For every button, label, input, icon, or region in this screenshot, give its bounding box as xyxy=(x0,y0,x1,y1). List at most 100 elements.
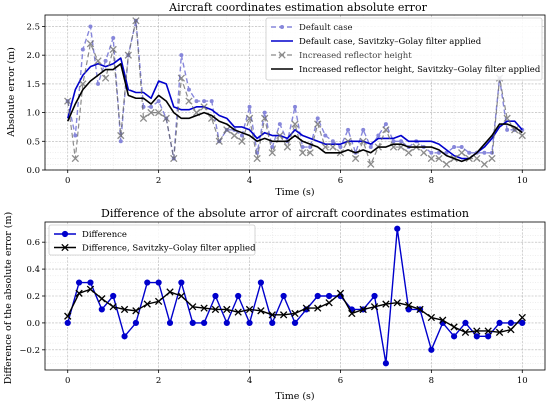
data-point xyxy=(132,17,140,25)
data-point xyxy=(370,303,379,311)
data-point xyxy=(314,120,322,128)
data-point xyxy=(383,122,388,127)
data-point xyxy=(427,313,436,322)
data-point xyxy=(459,145,464,150)
legend-label: Increased reflector height, Savitzky–Gol… xyxy=(299,65,541,75)
data-point xyxy=(261,114,269,122)
data-point xyxy=(209,99,214,104)
y-tick-label: 1.5 xyxy=(26,80,40,90)
data-point xyxy=(200,319,208,327)
y-tick-label: 0.0 xyxy=(26,319,40,329)
x-tick-label: 6 xyxy=(338,376,343,386)
data-point xyxy=(473,154,481,163)
legend-box xyxy=(265,17,543,81)
legend-item: Difference xyxy=(54,230,127,240)
data-point xyxy=(200,103,208,111)
data-point xyxy=(98,306,105,313)
data-point xyxy=(473,327,481,335)
data-point xyxy=(452,145,457,150)
data-point xyxy=(306,149,314,157)
data-point xyxy=(177,292,186,300)
data-point xyxy=(202,99,207,104)
data-point xyxy=(503,114,511,122)
data-point xyxy=(323,133,328,138)
legend-item: Default case xyxy=(271,23,353,33)
data-point xyxy=(280,292,287,300)
data-point xyxy=(488,154,496,163)
data-point xyxy=(257,307,265,315)
data-point xyxy=(109,303,117,311)
data-point xyxy=(185,97,193,105)
data-point xyxy=(117,131,125,140)
data-point xyxy=(132,307,140,315)
data-point xyxy=(262,110,267,115)
data-point xyxy=(325,299,333,307)
data-point xyxy=(143,300,151,308)
data-point xyxy=(367,160,375,168)
data-point xyxy=(103,58,108,63)
legend-marker xyxy=(278,51,286,59)
legend: Difference Difference, Savitzky–Golay fil… xyxy=(48,224,256,256)
series-1 xyxy=(64,225,526,367)
x-tick-label: 2 xyxy=(156,176,161,186)
series-2 xyxy=(66,57,523,160)
difference-chart: Difference of the absolute arror of airc… xyxy=(3,207,546,402)
data-point xyxy=(283,143,292,151)
data-point xyxy=(439,316,447,324)
data-point xyxy=(132,319,140,327)
data-point xyxy=(154,108,163,117)
legend-item: Increased reflector height xyxy=(271,51,412,61)
data-point xyxy=(507,319,515,327)
data-point xyxy=(298,149,307,157)
data-point xyxy=(154,297,163,306)
data-point xyxy=(86,285,95,293)
legend-item: Difference, Savitzky–Golay filter applie… xyxy=(54,244,256,254)
legend-item: Default case, Savitzky–Golay filter appl… xyxy=(271,37,482,47)
data-point xyxy=(279,311,288,319)
data-point xyxy=(257,279,265,286)
absolute-error-chart: Aircraft coordinates estimation absolute… xyxy=(6,1,546,198)
data-point xyxy=(211,305,220,314)
data-point xyxy=(87,279,94,286)
legend-item: Increased reflector height, Savitzky–Gol… xyxy=(271,65,541,75)
legend-box xyxy=(48,224,256,256)
data-point xyxy=(234,308,242,316)
data-point xyxy=(94,57,102,65)
y-axis-label: Difference of the absolute error (m) xyxy=(3,212,14,384)
data-point xyxy=(391,139,396,144)
y-tick-label: 2.5 xyxy=(26,22,40,32)
x-axis-label: Time (s) xyxy=(275,391,314,402)
data-point xyxy=(442,160,451,168)
data-point xyxy=(321,143,329,151)
legend-label: Increased reflector height xyxy=(299,51,412,61)
y-tick-label: 0.6 xyxy=(26,238,40,248)
data-point xyxy=(458,149,466,157)
data-point xyxy=(473,333,480,340)
x-tick-label: 6 xyxy=(338,176,343,186)
data-point xyxy=(361,127,366,132)
data-point xyxy=(155,279,162,286)
data-point xyxy=(223,319,230,327)
data-point xyxy=(505,127,510,132)
data-point xyxy=(336,289,345,297)
y-tick-label: 1.0 xyxy=(26,109,40,119)
chart-title: Aircraft coordinates estimation absolute… xyxy=(168,1,427,14)
data-point xyxy=(467,150,472,155)
data-point xyxy=(435,154,443,163)
data-point xyxy=(291,120,299,128)
data-point xyxy=(482,150,487,155)
data-point xyxy=(71,154,79,163)
data-point xyxy=(507,325,515,334)
data-point xyxy=(268,149,276,157)
data-point xyxy=(253,154,261,163)
series-line xyxy=(66,57,523,160)
data-point xyxy=(238,137,246,145)
data-point xyxy=(269,319,276,327)
y-tick-label: 2.0 xyxy=(26,51,40,61)
legend-marker xyxy=(61,243,69,252)
data-point xyxy=(351,154,360,163)
data-point xyxy=(96,81,101,86)
data-point xyxy=(325,292,333,300)
data-point xyxy=(268,311,276,319)
